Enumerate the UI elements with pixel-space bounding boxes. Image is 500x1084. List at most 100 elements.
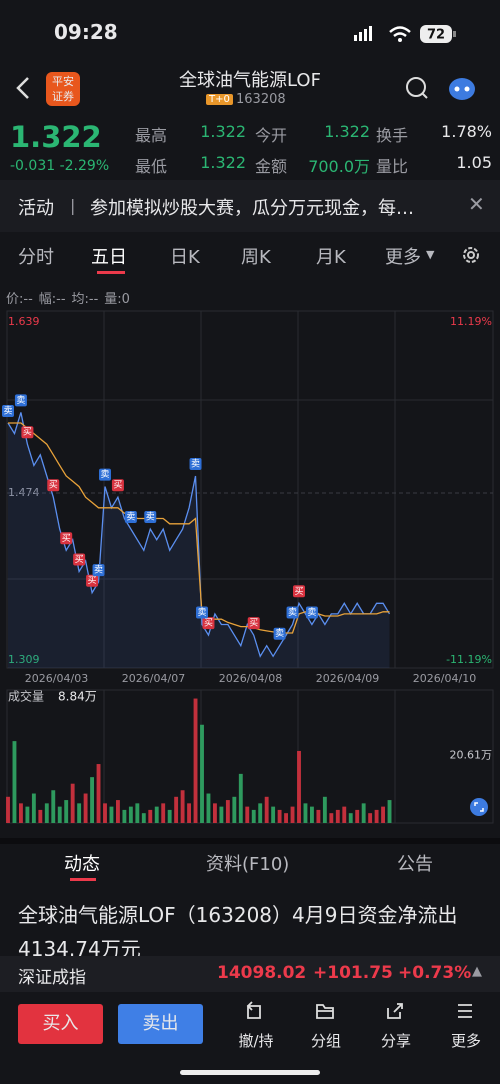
y-tick-label: 1.639 [8,315,40,328]
volume-bar [103,803,107,823]
volume-bar [361,803,366,823]
tool-label[interactable]: 分享 [380,1032,411,1050]
trade-marker [92,564,105,577]
trade-marker-label: 卖 [94,565,103,576]
volume-bar [12,741,17,823]
volume-bar [232,796,237,823]
volume-bar [174,796,179,823]
chart-tab[interactable]: 分时 [18,247,54,268]
header-icons[interactable] [404,74,484,104]
fullscreen-button[interactable] [470,798,488,816]
field-value: 1.322 [200,153,246,172]
tool-label[interactable]: 更多 [450,1032,481,1050]
trade-marker [2,405,14,417]
price-area [8,412,390,668]
trade-marker [99,468,111,481]
trade-marker-label: 卖 [16,395,25,406]
sell-button[interactable]: 卖出 [118,1004,203,1044]
close-button[interactable]: ✕ [468,192,485,216]
info-tab[interactable]: 动态 [64,854,100,875]
volume-bar [290,806,295,823]
trade-marker-label: 卖 [191,459,200,470]
field-label: 最高 [135,126,168,145]
volume-bar [109,806,114,823]
volume-bar [6,796,10,823]
field-label: 量比 [376,157,409,176]
tool-icon[interactable] [314,1000,338,1024]
x-tick-label: 2026/04/03 [25,672,88,685]
index-change: +101.75 [313,963,393,983]
chart: 1.3091.4741.639-11.19%11.19%2026/04/0320… [2,310,494,824]
stock-title: 全球油气能源LOF [179,70,321,91]
trade-marker-label: 买 [294,586,303,597]
volume-bar [115,800,120,823]
buy-button[interactable]: 买入 [18,1004,103,1044]
trade-marker [14,394,27,407]
tool-icon[interactable] [244,1000,268,1024]
trade-marker-label: 卖 [100,469,109,480]
volume-bar [225,800,230,823]
volume-bar [219,806,224,823]
volume-bar [251,809,256,823]
cursor-info: 价:-- 幅:-- 均:-- 量:0 [6,288,136,307]
info-tab[interactable]: 公告 [397,854,433,875]
volume-bar [193,698,198,823]
index-percent: +0.73% [398,963,472,983]
back-button[interactable] [14,76,34,100]
volume-bar [180,790,185,823]
volume-bar [161,803,166,823]
volume-bar [70,783,75,823]
chart-tab[interactable]: 周K [241,247,271,268]
index-bar[interactable] [0,956,500,992]
volume-bar [187,803,192,823]
logo-text: 证券 [52,90,74,103]
volume-bar [167,809,172,823]
volume-bar [38,809,43,823]
x-tick-label: 2026/04/08 [219,672,282,685]
volume-bar [284,813,289,823]
info-tab[interactable]: 资料(F10) [206,854,290,875]
tab-indicator [97,271,125,274]
volume-bar [322,796,327,823]
trade-marker-label: 买 [88,575,97,586]
battery-level: 72 [427,28,445,43]
trade-marker-label: 卖 [288,607,297,618]
news-headline[interactable]: 全球油气能源LOF（163208）4月9日资金净流出4134.74万元 [18,903,458,958]
volume-bar [83,793,88,823]
change: -0.031 [10,158,56,174]
banner[interactable] [0,180,500,232]
trade-marker-label: 卖 [197,607,206,618]
trade-marker [144,511,157,524]
volume-bar [206,793,211,823]
trade-marker [286,606,299,619]
trade-marker [189,458,202,471]
trade-marker-label: 买 [49,480,58,491]
volume-bar [135,803,140,823]
volume-bar [31,793,36,823]
volume-bar [355,809,360,823]
info-tab-indicator [70,878,96,881]
tool-icon[interactable] [384,1000,408,1024]
tool-icon[interactable] [454,1000,478,1024]
home-indicator [180,1070,320,1075]
trade-marker [293,585,305,598]
chart-tab[interactable]: 五日 [91,247,127,268]
trade-marker [60,532,73,545]
tool-label[interactable]: 撤/持 [238,1032,274,1050]
volume-bar [245,806,250,823]
index-value: 14098.02 [217,963,307,983]
settings-icon[interactable] [460,244,482,266]
chart-tab[interactable]: 月K [316,247,346,268]
info-item: 均:-- [71,292,99,307]
trade-marker-label: 卖 [146,512,155,523]
volume-bar [297,750,301,823]
chart-tab[interactable]: 更多 [385,247,421,268]
volume-bar [96,764,101,823]
broker-logo: 平安 证券 [46,72,80,106]
chart-tab[interactable]: 日K [170,247,200,268]
average-line [8,422,390,634]
price-change: -0.031 -2.29% [10,158,109,174]
tool-label[interactable]: 分组 [310,1032,341,1050]
field-label: 今开 [255,126,288,145]
